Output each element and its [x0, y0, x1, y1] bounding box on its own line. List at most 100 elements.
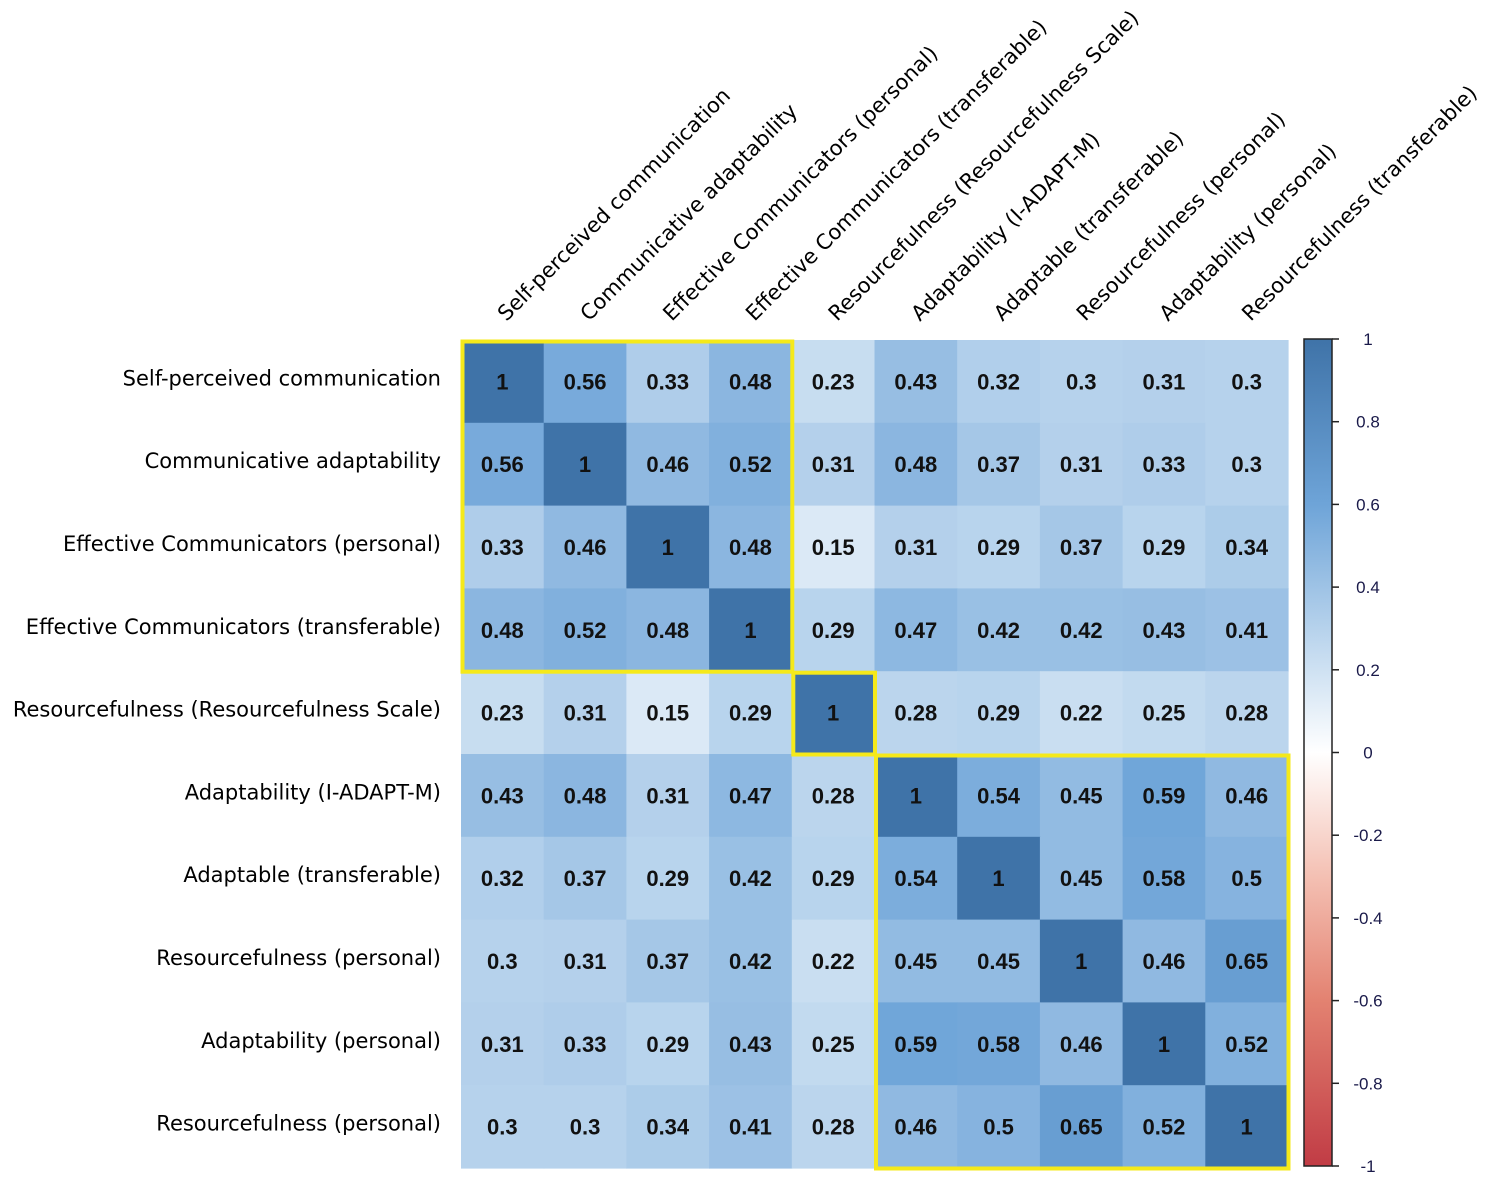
- column-label: Resourcefulness (Resourcefulness Scale): [824, 6, 1144, 326]
- heatmap-cell: [626, 671, 710, 755]
- heatmap-cell: [543, 1002, 627, 1086]
- cell-value-label: 1: [744, 618, 756, 643]
- cell-value-label: 0.22: [812, 949, 855, 974]
- cell-value-label: 0.33: [564, 1032, 607, 1057]
- legend-tick-label: 0.6: [1356, 495, 1380, 514]
- cell-value-label: 0.43: [894, 369, 937, 394]
- cell-value-label: 0.3: [1231, 369, 1262, 394]
- heatmap-cell: [791, 588, 876, 672]
- cell-value-label: 0.43: [729, 1032, 772, 1057]
- cell-value-label: 0.25: [812, 1032, 855, 1057]
- cell-value-label: 0.3: [487, 949, 518, 974]
- heatmap-cell: [709, 340, 793, 424]
- heatmap-cell: [874, 1002, 958, 1086]
- heatmap-cell: [1039, 340, 1124, 424]
- heatmap-cell: [1205, 754, 1289, 838]
- row-label: Effective Communicators (personal): [63, 532, 441, 556]
- cell-value-label: 0.42: [729, 949, 772, 974]
- cell-value-label: 0.46: [564, 535, 607, 560]
- cell-value-label: 0.48: [481, 618, 524, 643]
- cell-value-label: 0.28: [1225, 701, 1268, 726]
- cell-value-label: 0.31: [1060, 452, 1103, 477]
- heatmap-cell: [626, 919, 710, 1003]
- heatmap-cell: [1039, 422, 1124, 507]
- heatmap-cell: [1039, 836, 1124, 921]
- heatmap-cell: [1205, 505, 1289, 589]
- heatmap-cell: [957, 505, 1041, 589]
- legend-tick-label: -1: [1360, 1157, 1375, 1176]
- row-label: Resourcefulness (personal): [156, 1112, 441, 1136]
- cell-value-label: 0.65: [1060, 1115, 1103, 1140]
- heatmap-cell: [957, 1085, 1041, 1169]
- cell-value-label: 0.45: [1060, 866, 1103, 891]
- heatmap-cell: [626, 505, 710, 589]
- cell-value-label: 0.28: [812, 783, 855, 808]
- heatmap-cell: [1122, 422, 1206, 507]
- cell-value-label: 0.3: [570, 1115, 601, 1140]
- heatmap-cell: [461, 1085, 545, 1169]
- cell-value-label: 1: [662, 535, 674, 560]
- cell-value-label: 0.59: [1143, 783, 1186, 808]
- cell-value-label: 0.46: [1060, 1032, 1103, 1057]
- cell-value-label: 0.48: [894, 452, 937, 477]
- cell-value-label: 0.29: [977, 535, 1020, 560]
- cell-value-label: 0.48: [729, 535, 772, 560]
- cell-value-label: 0.56: [481, 452, 524, 477]
- row-label: Communicative adaptability: [145, 449, 441, 473]
- cell-value-label: 0.45: [894, 949, 937, 974]
- heatmap-cell: [1122, 1085, 1206, 1169]
- cell-value-label: 0.48: [646, 618, 689, 643]
- cell-value-label: 0.31: [812, 452, 855, 477]
- heatmap-cell: [874, 340, 958, 424]
- heatmap-cell: [874, 1085, 958, 1169]
- heatmap-cell: [1122, 919, 1206, 1003]
- heatmap-cell: [1122, 340, 1206, 424]
- cell-value-label: 0.28: [894, 701, 937, 726]
- legend-tick-label: 0: [1363, 744, 1372, 763]
- heatmap-cell: [626, 1085, 710, 1169]
- heatmap-cell: [1205, 919, 1289, 1003]
- column-labels: Self-perceived communicationCommunicativ…: [493, 6, 1482, 326]
- cell-value-label: 1: [1241, 1115, 1253, 1140]
- heatmap-cell: [626, 754, 710, 838]
- legend-tick-label: 0.8: [1356, 413, 1380, 432]
- cell-value-label: 0.25: [1143, 701, 1186, 726]
- heatmap-cell: [791, 671, 876, 755]
- heatmap-cell: [709, 1085, 793, 1169]
- cell-value-label: 0.45: [1060, 783, 1103, 808]
- legend-tick-label: 0.4: [1356, 578, 1380, 597]
- heatmap-cell: [1205, 1085, 1289, 1169]
- cell-value-label: 0.23: [481, 701, 524, 726]
- heatmap-cell: [957, 1002, 1041, 1086]
- heatmap-cell: [1205, 422, 1289, 507]
- highlight-box-resourcefulness-scale: [791, 670, 877, 757]
- heatmap-cell: [709, 919, 793, 1003]
- heatmap-cell: [874, 505, 958, 589]
- cell-value-label: 1: [992, 866, 1004, 891]
- cell-value-label: 0.52: [729, 452, 772, 477]
- heatmap-cell: [543, 1085, 627, 1169]
- heatmap-cell: [1122, 671, 1206, 755]
- heatmap-cell: [626, 340, 710, 424]
- heatmap-cell: [1122, 754, 1206, 838]
- heatmap-cell: [791, 1002, 876, 1086]
- cell-value-label: 0.48: [729, 369, 772, 394]
- cell-value-label: 0.52: [1143, 1115, 1186, 1140]
- cell-value-label: 0.42: [1060, 618, 1103, 643]
- cell-value-label: 0.37: [564, 866, 607, 891]
- heatmap-cell: [461, 1002, 545, 1086]
- cell-value-label: 0.28: [812, 1115, 855, 1140]
- heatmap-cell: [1039, 1002, 1124, 1086]
- heatmap-cell: [957, 671, 1041, 755]
- heatmap-cell: [874, 588, 958, 672]
- cell-value-label: 0.46: [646, 452, 689, 477]
- heatmap-cell: [461, 505, 545, 589]
- heatmap-cell: [461, 754, 545, 838]
- cell-value-label: 0.47: [729, 783, 772, 808]
- heatmap-cell: [626, 588, 710, 672]
- heatmap-cell: [709, 754, 793, 838]
- color-legend: 1 0.8 0.6 0.4 0.2 0 -0.2 -0.4 -0.6 -0.8 -1: [1303, 330, 1383, 1176]
- row-label: Adaptability (I-ADAPT-M): [185, 780, 441, 804]
- legend-tick-label: -0.6: [1353, 992, 1382, 1011]
- row-label: Resourcefulness (personal): [156, 946, 441, 970]
